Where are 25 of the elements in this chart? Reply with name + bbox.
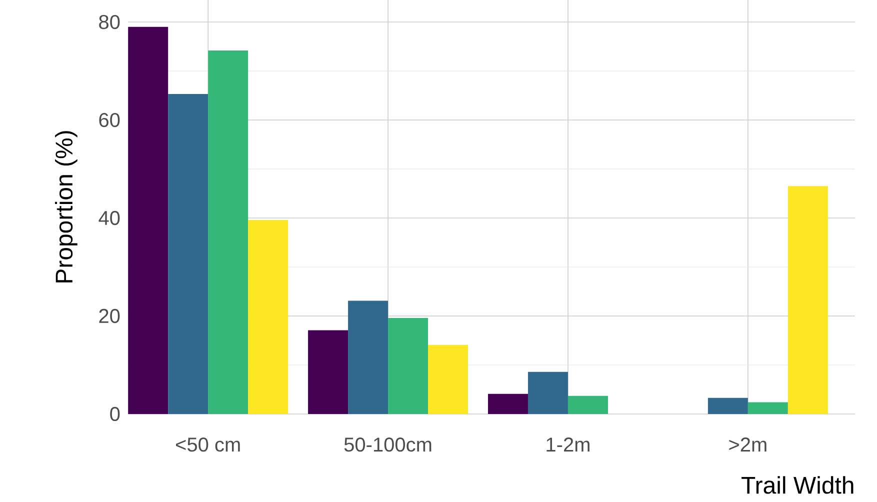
y-tick-label: 20 (99, 308, 120, 324)
bar (788, 186, 828, 414)
bar (428, 344, 468, 414)
y-axis-title: Proportion (%) (54, 131, 78, 282)
bar (168, 94, 208, 414)
bar (748, 402, 788, 414)
bar (208, 50, 248, 414)
x-tick-label: >2m (729, 438, 766, 452)
bar (308, 330, 348, 414)
bar (248, 220, 288, 414)
bar (708, 398, 748, 414)
y-tick-label: 80 (99, 14, 120, 30)
bar (568, 396, 608, 414)
bar (388, 318, 428, 414)
x-tick-label: 50-100cm (344, 438, 432, 452)
x-axis-title: Trail Width (742, 476, 854, 494)
bar (128, 26, 168, 414)
bar (348, 300, 388, 414)
x-tick-label: 1-2m (546, 438, 590, 452)
y-tick-label: 60 (99, 112, 120, 128)
y-tick-label: 0 (110, 406, 120, 422)
x-tick-label: <50 cm (176, 438, 240, 452)
y-tick-label: 40 (98, 210, 120, 226)
bar (528, 372, 568, 414)
bar (488, 394, 528, 414)
